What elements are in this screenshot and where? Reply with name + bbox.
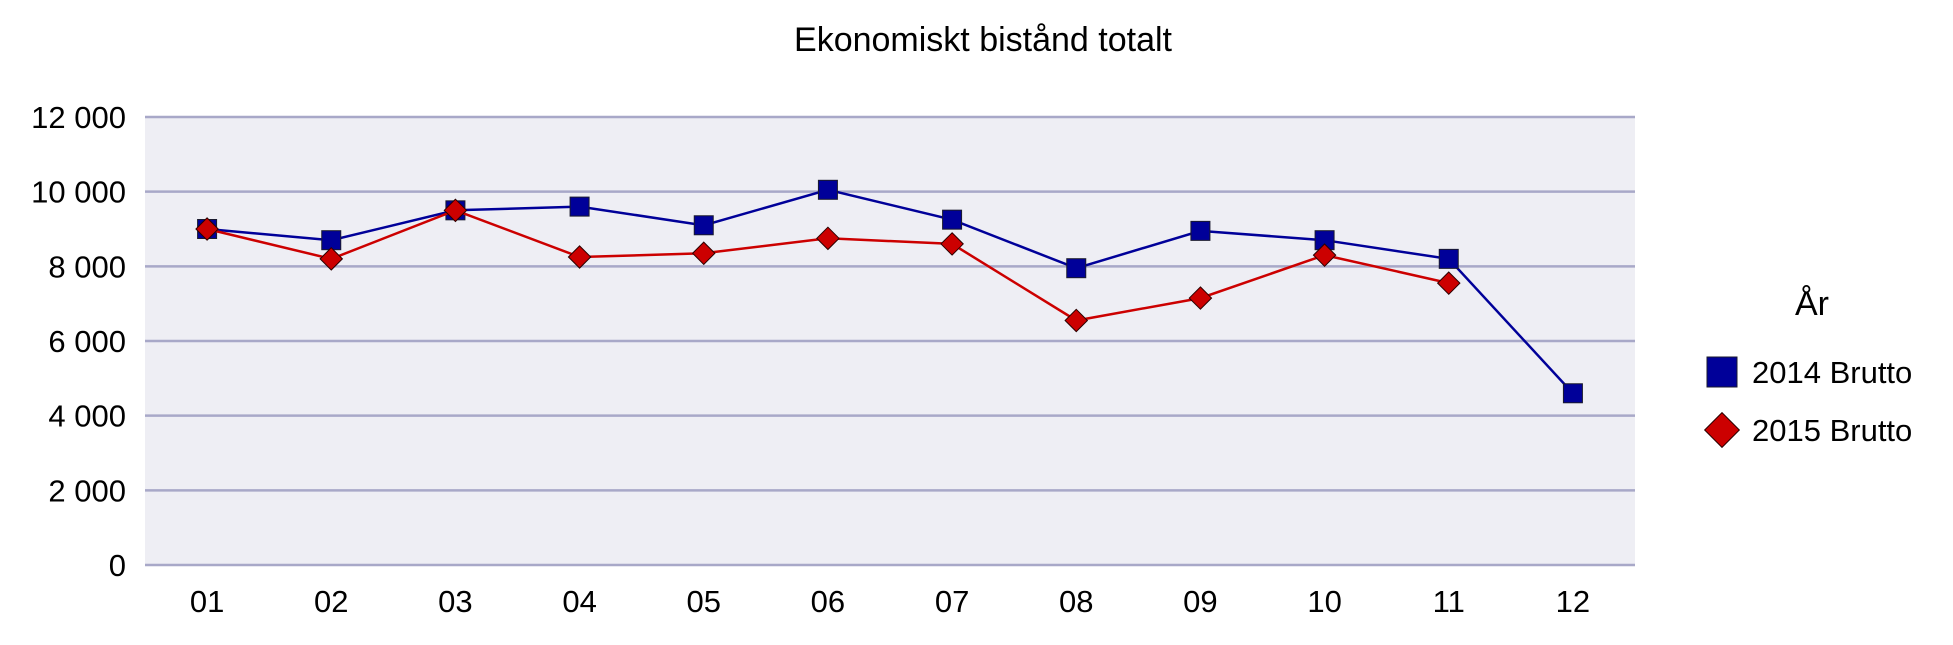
x-tick-label: 12 [1556, 584, 1590, 619]
data-point [816, 226, 840, 251]
data-point [321, 230, 342, 251]
legend-marker [1706, 356, 1738, 388]
y-tick-label: 6 000 [48, 324, 126, 359]
y-tick-label: 8 000 [48, 249, 126, 284]
legend-marker [1703, 411, 1741, 449]
y-axis-tick-labels: 0 2 000 4 000 6 000 8 000 10 000 12 000 [31, 100, 126, 583]
data-point [1190, 220, 1211, 241]
legend-label: 2014 Brutto [1752, 355, 1912, 390]
data-point [569, 196, 590, 217]
data-point [1312, 243, 1337, 268]
legend-title: År [1795, 285, 1829, 323]
data-point [1188, 286, 1213, 310]
legend-item: 2015 Brutto [1703, 411, 1912, 449]
data-point [1064, 308, 1089, 333]
data-point [319, 246, 344, 271]
legend-item: 2014 Brutto [1706, 355, 1912, 390]
legend-label: 2015 Brutto [1752, 413, 1912, 448]
data-point [1066, 258, 1087, 279]
y-tick-label: 4 000 [48, 399, 126, 434]
legend: År 2014 Brutto 2015 Brutto [1703, 285, 1912, 449]
x-tick-label: 10 [1307, 584, 1341, 619]
data-point [443, 198, 468, 223]
x-tick-label: 05 [687, 584, 721, 619]
x-tick-label: 01 [190, 584, 224, 619]
x-tick-label: 03 [438, 584, 472, 619]
data-point [1438, 248, 1459, 269]
y-tick-label: 10 000 [31, 175, 126, 210]
data-point [195, 217, 219, 241]
data-point [1436, 271, 1461, 296]
x-tick-label: 09 [1183, 584, 1217, 619]
x-tick-label: 02 [314, 584, 348, 619]
series-2 [195, 198, 1461, 333]
data-point [817, 179, 838, 200]
x-tick-label: 11 [1433, 584, 1465, 619]
data-point [691, 241, 716, 266]
data-point [940, 232, 964, 256]
x-tick-label: 07 [935, 584, 969, 619]
data-point [942, 209, 963, 230]
series-layer [195, 179, 1583, 404]
data-point [567, 245, 592, 269]
x-axis-tick-labels: 01 02 03 04 05 06 07 08 09 10 11 12 [190, 584, 1590, 619]
x-tick-label: 06 [811, 584, 845, 619]
y-tick-label: 0 [109, 548, 126, 583]
y-tick-label: 12 000 [31, 100, 126, 135]
data-point [693, 215, 714, 236]
gridlines [145, 115, 1635, 567]
y-tick-label: 2 000 [48, 473, 126, 508]
series-line [206, 188, 1574, 395]
x-tick-label: 04 [562, 584, 596, 619]
x-tick-label: 08 [1059, 584, 1093, 619]
chart-title: Ekonomiskt bistånd totalt [794, 21, 1173, 59]
legend-items: 2014 Brutto 2015 Brutto [1703, 355, 1912, 449]
data-point [1562, 383, 1583, 404]
